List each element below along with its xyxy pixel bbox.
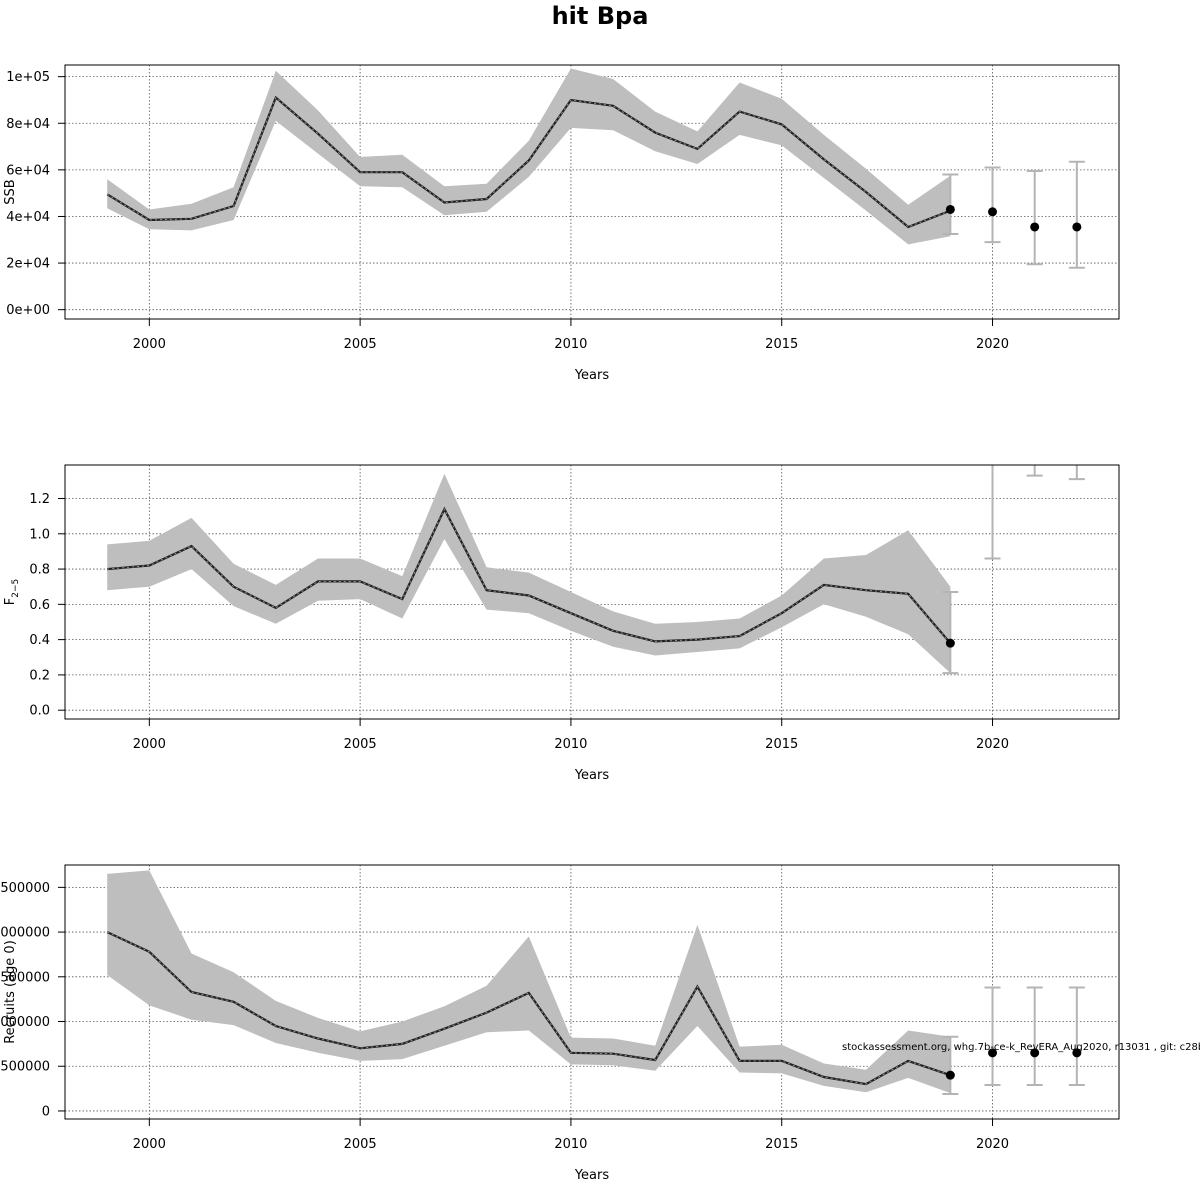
confidence-band (107, 473, 951, 674)
forecast-point (945, 1070, 955, 1080)
x-tick-label: 2005 (344, 737, 377, 752)
estimate-line-dash (106, 96, 951, 228)
x-tick-label: 2005 (344, 1137, 377, 1152)
forecast-point (1072, 222, 1082, 232)
forecast-errorbar (984, 465, 1001, 560)
forecast-point (1072, 1048, 1082, 1058)
forecast-point (1030, 397, 1039, 406)
plot-area (107, 397, 1085, 675)
x-tick-label: 2010 (554, 737, 587, 752)
plot-frame (64, 864, 1120, 1120)
y-tick-label: 0.8 (29, 563, 50, 578)
panel-ssb: 2000 2005 2010 2015 2020 0e+00 2e+04 4e+04 6e+04… (3, 64, 1120, 383)
x-tick-label: 2020 (976, 737, 1009, 752)
forecast-errorbar (1026, 465, 1043, 477)
y-tick-label: 500000 (0, 1060, 50, 1075)
forecast-errorbar (942, 173, 959, 235)
chart-title: hit Bpa (551, 2, 649, 30)
x-tick-label: 2005 (344, 337, 377, 352)
forecast-errorbar (984, 166, 1001, 244)
y-tick-label: 1.0 (29, 527, 50, 542)
forecast-errorbar (942, 1035, 959, 1095)
forecast-point (988, 1048, 998, 1058)
x-tick-label: 2020 (976, 1137, 1009, 1152)
x-tick-label: 2015 (765, 337, 798, 352)
y-axis-label: Recruits (age 0) (3, 940, 18, 1044)
y-tick-label: 0.4 (29, 633, 50, 648)
forecast-errorbar (1026, 986, 1043, 1087)
footnote: stockassessment.org, whg.7b-ce-k_RevERA_… (842, 1042, 1200, 1053)
plot-frame (64, 464, 1120, 720)
forecast-point (988, 450, 997, 459)
y-axis-label-subscript: 2−5 (11, 579, 21, 598)
x-tick-label: 2010 (554, 1137, 587, 1152)
y-tick-label: 2000000 (0, 926, 50, 941)
forecast-point (988, 207, 998, 217)
y-tick-label: 0e+00 (6, 303, 50, 318)
x-axis-label: Years (574, 368, 610, 383)
forecast-point (945, 638, 955, 648)
y-tick-label: 1e+05 (6, 70, 50, 85)
forecast-errorbar (1026, 170, 1043, 266)
x-tick-label: 2020 (976, 337, 1009, 352)
forecast-point (1030, 222, 1040, 232)
x-tick-label: 2010 (554, 337, 587, 352)
forecast-errorbar (984, 986, 1001, 1087)
y-tick-label: 6e+04 (6, 163, 50, 178)
x-tick-label: 2000 (133, 1137, 166, 1152)
panel-recruits: 2000 2005 2010 2015 2020 0 500000 1000000 150000… (0, 864, 1120, 1183)
y-tick-label: 0.0 (29, 704, 50, 719)
forecast-errorbar (1068, 986, 1085, 1087)
x-axis-label: Years (574, 1168, 610, 1183)
y-tick-label: 1500000 (0, 970, 50, 985)
y-tick-label: 0.6 (29, 598, 50, 613)
confidence-band (107, 870, 951, 1094)
y-tick-label: 0.2 (29, 668, 50, 683)
panel-fbar: 2000 2005 2010 2015 2020 0.0 0.2 0.4 0.6 0.8 1.0 1.… (3, 397, 1120, 783)
y-tick-label: 1000000 (0, 1015, 50, 1030)
forecast-point (1030, 1048, 1040, 1058)
x-tick-label: 2015 (765, 1137, 798, 1152)
confidence-band (107, 68, 951, 245)
x-axis-label: Years (574, 768, 610, 783)
plot-frame (64, 64, 1120, 320)
forecast-errorbar (942, 591, 959, 675)
y-axis-label: SSB (3, 179, 18, 204)
forecast-errorbar (1068, 465, 1085, 481)
y-axis-label: F2−5 (3, 579, 21, 605)
y-tick-label: 2e+04 (6, 257, 50, 272)
y-tick-label: 8e+04 (6, 117, 50, 132)
estimate-line (106, 931, 951, 1086)
plot-area (106, 870, 1085, 1095)
estimate-line-dash (107, 508, 951, 644)
y-tick-label: 1.2 (29, 492, 50, 507)
y-tick-label: 4e+04 (6, 210, 50, 225)
y-tick-label: 2500000 (0, 881, 50, 896)
y-tick-label: 0 (42, 1104, 50, 1119)
x-tick-label: 2000 (133, 337, 166, 352)
x-tick-label: 2000 (133, 737, 166, 752)
forecast-errorbar (1068, 160, 1085, 269)
forecast-point (1072, 397, 1081, 406)
x-tick-label: 2015 (765, 737, 798, 752)
plot-area (106, 68, 1085, 269)
forecast-point (945, 204, 955, 214)
